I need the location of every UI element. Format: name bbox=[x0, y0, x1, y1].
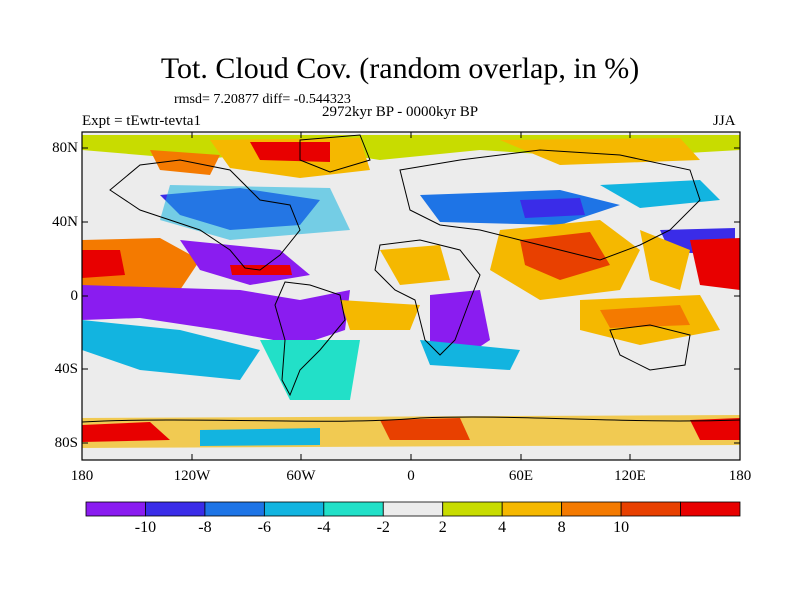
anomaly-region bbox=[420, 340, 520, 370]
colorbar-box bbox=[323, 501, 384, 517]
x-tick-label: 180 bbox=[70, 468, 94, 484]
anomaly-region bbox=[82, 422, 170, 442]
anomaly-region bbox=[500, 138, 700, 165]
x-tick-label: 60W bbox=[286, 468, 316, 484]
y-tick-label: 80N bbox=[52, 140, 78, 156]
anomaly-region bbox=[82, 320, 260, 380]
experiment-label: Expt = tEwtr-tevta1 bbox=[82, 113, 201, 129]
colorbar-label: 2 bbox=[438, 519, 447, 536]
colorbar-label: -2 bbox=[376, 519, 390, 536]
x-tick-label: 60E bbox=[508, 468, 534, 484]
colorbar-label: -4 bbox=[317, 519, 331, 536]
anomaly-region bbox=[150, 150, 220, 175]
colorbar-box bbox=[204, 501, 265, 517]
coastlines bbox=[82, 134, 740, 423]
anomaly-region bbox=[380, 245, 450, 285]
anomaly-region bbox=[690, 238, 740, 290]
colorbar-box bbox=[382, 501, 444, 517]
colorbar-label: 4 bbox=[498, 519, 507, 536]
y-tick-label: 40N bbox=[52, 214, 78, 230]
anomaly-region bbox=[200, 428, 320, 446]
anomaly-region bbox=[160, 185, 350, 240]
anomaly-region bbox=[690, 418, 740, 440]
anomaly-region bbox=[380, 418, 470, 440]
x-tick-label: 120E bbox=[614, 468, 646, 484]
colorbar-box bbox=[263, 501, 325, 517]
anomaly-region bbox=[520, 232, 610, 280]
colorbar-label: -6 bbox=[257, 519, 272, 536]
colorbar-box bbox=[85, 501, 146, 517]
y-tick-label: 40S bbox=[54, 361, 78, 377]
anomaly-region bbox=[600, 305, 690, 328]
colorbar-box bbox=[501, 501, 563, 517]
colorbar-label: -8 bbox=[198, 519, 212, 536]
colorbar-label: -10 bbox=[134, 519, 157, 536]
period-line: 2972kyr BP - 0000kyr BP bbox=[322, 104, 479, 120]
season-label: JJA bbox=[713, 113, 736, 129]
anomaly-region bbox=[640, 230, 690, 290]
colorbar-box bbox=[680, 501, 741, 517]
anomaly-field bbox=[82, 132, 740, 460]
colorbar-box bbox=[145, 501, 206, 517]
anomaly-region bbox=[250, 142, 330, 162]
colorbar-label: 8 bbox=[557, 519, 566, 536]
colorbar bbox=[85, 501, 741, 517]
y-tick-label: 0 bbox=[70, 288, 79, 304]
anomaly-region bbox=[82, 285, 350, 345]
anomaly-region bbox=[230, 265, 292, 275]
x-tick-label: 180 bbox=[728, 468, 752, 484]
anomaly-region bbox=[82, 250, 125, 278]
chart-title: Tot. Cloud Cov. (random overlap, in %) bbox=[160, 52, 640, 85]
stats-line: rmsd= 7.20877 diff= -0.544323 bbox=[174, 92, 351, 107]
y-tick-label: 80S bbox=[54, 435, 78, 451]
colorbar-box bbox=[442, 501, 503, 517]
axis-ticks bbox=[82, 132, 740, 460]
anomaly-region bbox=[340, 300, 420, 330]
colorbar-box bbox=[620, 501, 681, 517]
colorbar-box bbox=[561, 501, 622, 517]
colorbar-label: 10 bbox=[613, 519, 630, 536]
x-tick-label: 120W bbox=[173, 468, 211, 484]
x-tick-label: 0 bbox=[407, 468, 415, 484]
anomaly-region bbox=[520, 198, 585, 218]
anomaly-region bbox=[600, 180, 720, 208]
